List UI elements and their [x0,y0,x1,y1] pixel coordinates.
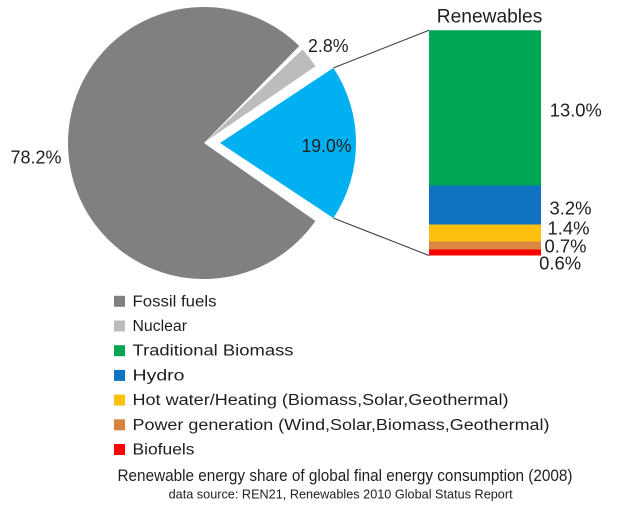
svg-text:Hot water/Heating (Biomass,Sol: Hot water/Heating (Biomass,Solar,Geother… [133,392,509,409]
svg-text:Traditional Biomass: Traditional Biomass [133,343,294,360]
svg-text:2.8%: 2.8% [308,36,349,56]
svg-text:Power generation (Wind,Solar,B: Power generation (Wind,Solar,Biomass,Geo… [133,417,550,434]
svg-text:19.0%: 19.0% [302,136,352,156]
svg-text:78.2%: 78.2% [11,147,62,167]
svg-text:1.4%: 1.4% [548,219,590,239]
svg-text:Fossil fuels: Fossil fuels [133,293,217,310]
svg-text:Nuclear: Nuclear [133,318,188,335]
svg-text:Renewable energy share of glob: Renewable energy share of global final e… [118,466,573,485]
svg-text:Biofuels: Biofuels [133,442,195,459]
svg-text:Hydro: Hydro [133,367,185,384]
svg-text:13.0%: 13.0% [550,101,602,121]
svg-text:0.6%: 0.6% [539,254,581,274]
svg-text:0.7%: 0.7% [545,236,587,256]
svg-text:3.2%: 3.2% [550,199,592,219]
svg-text:Renewables: Renewables [437,6,543,28]
svg-text:data source: REN21, Renewables: data source: REN21, Renewables 2010 Glob… [169,487,513,502]
